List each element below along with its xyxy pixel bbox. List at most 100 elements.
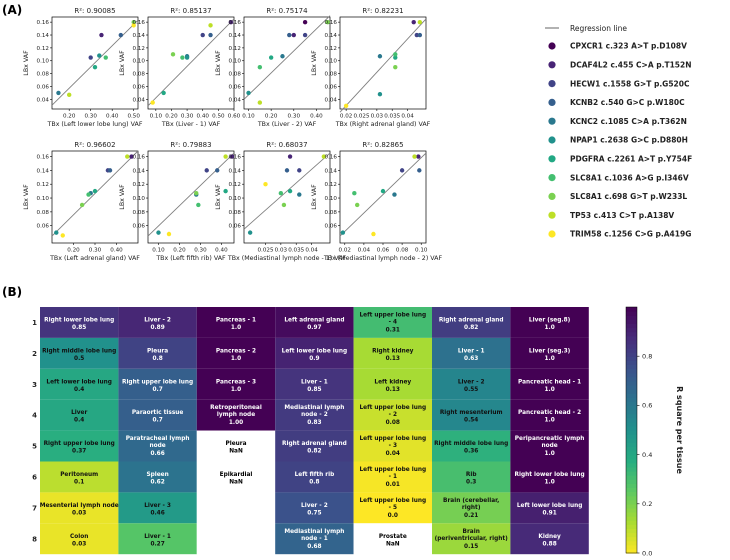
colorbar-segment <box>626 356 637 361</box>
data-point <box>377 92 383 97</box>
heatmap-cell-label: Left adrenal gland <box>284 317 344 323</box>
heatmap-cell-label: Liver - 1 <box>144 534 171 540</box>
y-tick-label: 0.14 <box>229 33 242 39</box>
heatmap-cell <box>275 399 354 431</box>
legend-label: TRIM58 c.1256 C>G p.A419G <box>570 230 691 239</box>
colorbar-segment <box>626 405 637 411</box>
heatmap-cell <box>275 307 354 338</box>
x-tick-label: 0.20 <box>67 248 80 254</box>
heatmap-cell <box>353 307 432 338</box>
heatmap-cell-label-line: Paratracheal lymph <box>126 436 190 442</box>
data-point <box>380 188 386 194</box>
colorbar-segment <box>626 483 637 488</box>
colorbar-segment <box>626 499 637 505</box>
y-tick-label: 0.16 <box>325 20 338 26</box>
data-point <box>229 154 235 159</box>
data-point <box>196 202 201 208</box>
heatmap-cell-value: 0.03 <box>72 510 86 516</box>
x-tick-label: 0.10 <box>150 114 163 120</box>
y-tick-label: 0.06 <box>133 84 146 90</box>
colorbar-segment <box>626 335 637 341</box>
legend-label: HECW1 c.1558 G>T p.G520C <box>570 79 690 88</box>
colorbar-segment <box>626 311 637 316</box>
data-point <box>56 90 61 96</box>
heatmap-cell-value: 1.0 <box>544 451 554 457</box>
data-point <box>417 19 423 25</box>
data-point <box>215 168 220 173</box>
heatmap-cell <box>510 461 589 493</box>
heatmap-cell-value: 1.0 <box>544 356 554 362</box>
data-point <box>170 52 176 57</box>
colorbar-segment <box>626 323 637 329</box>
data-point <box>268 55 274 60</box>
legend-label: SLC8A1 c.1036 A>G p.I346V <box>570 173 689 182</box>
y-axis-label: LBx VAF <box>119 184 126 210</box>
data-point <box>118 32 124 38</box>
legend-label: CPXCR1 c.323 A>T p.D108V <box>570 42 687 51</box>
heatmap-cell-label-line: - 5 <box>389 505 397 511</box>
heatmap-cell-label: Pancreas - 2 <box>216 348 256 354</box>
heatmap-cell-value: 0.01 <box>386 482 400 488</box>
plot-frame <box>243 16 331 110</box>
y-tick-label: 0.10 <box>325 196 338 202</box>
heatmap-cell-value: 0.63 <box>464 356 478 362</box>
heatmap-cell-value: 0.5 <box>74 356 84 362</box>
x-tick-label: 0.30 <box>288 114 301 120</box>
legend-regression-label: Regression line <box>570 24 627 33</box>
legend-marker <box>548 42 556 50</box>
y-axis-label: LBx VAF <box>23 184 30 210</box>
heatmap-cell <box>510 399 589 431</box>
y-tick-label: 0.10 <box>229 196 242 202</box>
heatmap-cell-label-line: node <box>541 443 557 449</box>
heatmap-cell <box>510 307 589 338</box>
heatmap-cell-label-line: Retroperitoneal <box>210 405 262 411</box>
colorbar-segment <box>626 524 637 529</box>
heatmap-cell-label-line: Left upper lobe lung <box>359 436 426 442</box>
data-point <box>208 32 213 38</box>
x-tick-label: 0.60 <box>228 114 241 120</box>
data-point <box>228 19 234 25</box>
x-tick-label: 0.20 <box>63 114 76 120</box>
y-tick-label: 0.14 <box>37 33 50 39</box>
data-point <box>86 192 91 197</box>
x-tick-label: 0.40 <box>106 114 119 120</box>
panel-label-b: (B) <box>2 285 22 299</box>
heatmap-cell-label: Right adrenal gland <box>439 317 504 323</box>
regression-line <box>51 150 139 237</box>
scatter-panels: R²: 0.90085 TBx (Left lower lobe lung) VA… <box>23 7 442 262</box>
data-point <box>223 154 228 159</box>
scatter-plot-3: R²: 0.75174 TBx (Liver - 2) VAF LBx VAF 0.1… <box>215 7 331 128</box>
heatmap-cell <box>40 368 119 400</box>
x-tick-label: 0.08 <box>396 248 409 254</box>
y-tick-label: 0.12 <box>133 46 145 52</box>
colorbar-segment <box>626 475 637 480</box>
heatmap-cell-label-line: - 2 <box>389 412 397 418</box>
heatmap-row-label: 4 <box>32 412 37 420</box>
heatmap-cell-label: Paraortic tissue <box>132 410 184 416</box>
x-tick-label: 0.40 <box>215 248 228 254</box>
colorbar-label: R square per tissue <box>675 386 684 474</box>
x-axis-label: TBx (Left adrenal gland) VAF <box>49 255 140 262</box>
data-point <box>150 100 155 105</box>
heatmap-cell-value: 0.83 <box>307 420 321 426</box>
heatmap-cell <box>196 337 276 369</box>
heatmap-row-label: 5 <box>32 443 37 451</box>
heatmap-cell-value: 0.13 <box>386 387 400 393</box>
scatter-plot-8: R²: 0.82865 TBx (Mediastinal lymph node -… <box>311 141 442 262</box>
data-point <box>392 192 397 197</box>
regression-line <box>243 15 331 100</box>
y-tick-label: 0.16 <box>37 155 50 161</box>
heatmap-cell-label-line: Left upper lobe lung <box>359 498 426 504</box>
heatmap-cell-value: 0.13 <box>386 356 400 362</box>
heatmap-cell-label-line: Brain (cerebellar, <box>443 498 499 504</box>
heatmap-cell <box>196 430 276 462</box>
colorbar-segment <box>626 339 637 345</box>
x-tick-label: 0.025 <box>257 248 273 254</box>
heatmap-cell-label: Right adrenal gland <box>282 441 347 447</box>
heatmap-cell-value: 0.4 <box>74 387 84 393</box>
heatmap-cell-value: 0.1 <box>74 479 84 485</box>
heatmap-cell-value: 0.68 <box>307 544 321 550</box>
y-axis-label: LBx VAF <box>215 184 222 210</box>
heatmap-cell-label: Left lower lobe lung <box>282 348 348 354</box>
